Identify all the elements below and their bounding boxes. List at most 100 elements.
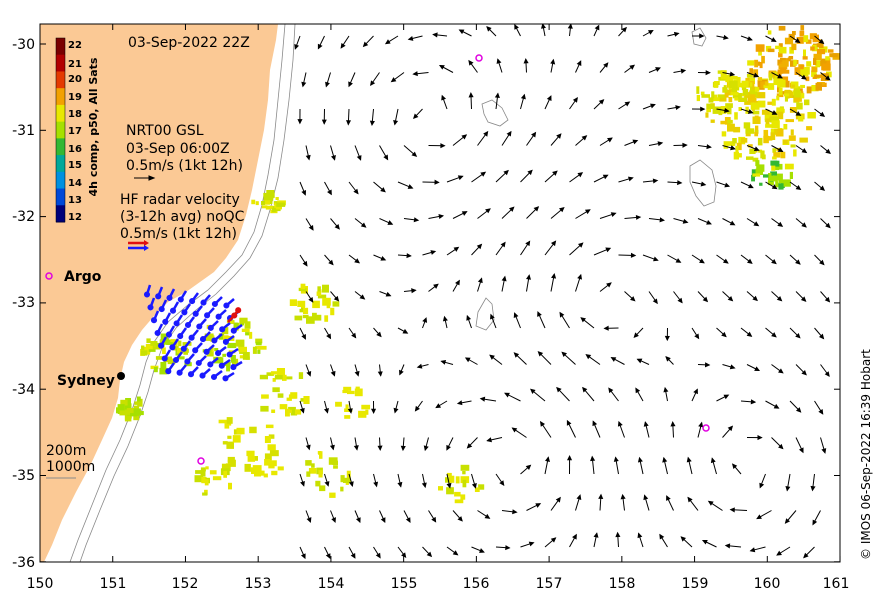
gsl-arrow-head — [581, 135, 588, 141]
sst-pixel — [266, 372, 274, 376]
sst-pixel — [267, 444, 276, 451]
colorbar-segment — [56, 171, 65, 190]
radar-arrow — [154, 323, 164, 337]
sst-pixel — [255, 341, 262, 346]
x-tick-label: 151 — [100, 576, 127, 592]
gsl-arrow-head — [484, 513, 491, 519]
gsl-arrow-head — [513, 312, 519, 318]
sst-pixel — [711, 97, 720, 102]
gsl-arrow-head — [306, 370, 312, 377]
gsl-arrow-head — [531, 131, 537, 138]
gsl-arrow-head — [500, 241, 506, 248]
sst-pixel — [806, 126, 813, 131]
gsl-arrow-head — [362, 41, 369, 48]
gsl-arrow-head — [440, 143, 446, 149]
sst-pixel — [462, 471, 466, 475]
sst-pixel — [178, 356, 185, 360]
sst-pixel — [791, 43, 797, 51]
sst-pixel — [738, 97, 748, 102]
sst-pixel — [209, 346, 214, 353]
radar-arrow — [155, 286, 164, 300]
sst-pixel — [768, 173, 772, 181]
gsl-arrow-head — [421, 482, 427, 489]
sst-pixel — [764, 81, 769, 86]
radar-arrow — [150, 310, 160, 324]
sst-pixel — [272, 387, 280, 393]
sst-pixel — [200, 469, 206, 477]
gsl-arrow-head — [512, 509, 518, 515]
sst-pixel — [306, 316, 315, 324]
gsl-arrow-head — [747, 36, 753, 41]
gsl-arrow-head — [414, 405, 420, 412]
sst-pixel — [455, 476, 460, 484]
gsl-arrow-head — [773, 403, 780, 409]
sst-pixel — [460, 464, 470, 471]
sst-pixel — [204, 479, 209, 486]
sst-pixel — [806, 61, 812, 67]
sst-pixel — [799, 30, 805, 37]
gsl-arrow-head — [552, 170, 558, 176]
sst-pixel — [206, 351, 214, 357]
gsl-arrow-head — [655, 67, 661, 72]
sst-pixel — [777, 111, 784, 120]
sst-pixel — [765, 118, 770, 126]
gsl-arrow-head — [301, 189, 307, 196]
sst-pixel — [254, 470, 261, 477]
sst-pixel — [798, 115, 804, 122]
radar-legend-line3: 0.5m/s (1kt 12h) — [120, 226, 237, 242]
sst-pixel — [820, 58, 829, 65]
sst-pixel — [260, 405, 269, 412]
gsl-arrow-head — [541, 24, 546, 29]
gsl-arrow-head — [825, 222, 831, 229]
gsl-arrow-head — [406, 253, 412, 259]
gsl-arrow-head — [636, 358, 643, 364]
gsl-arrow-head — [331, 517, 336, 523]
gsl-arrow-head — [801, 74, 807, 80]
sst-pixel — [275, 197, 279, 200]
gsl-arrow-head — [621, 26, 627, 33]
gsl-arrow-head — [624, 101, 631, 107]
sst-pixel — [227, 435, 232, 439]
gsl-legend-line2: 03-Sep 06:00Z — [126, 141, 230, 157]
sst-pixel — [780, 67, 787, 72]
gsl-arrow-head — [550, 240, 557, 247]
sst-pixel — [752, 157, 759, 162]
radar-arrow-head — [161, 355, 168, 362]
gsl-arrow-head — [590, 455, 596, 462]
gsl-arrow-head — [606, 282, 612, 288]
radar-arrow — [204, 307, 215, 319]
sst-pixel — [805, 76, 810, 82]
radar-arrow-head — [192, 310, 199, 317]
radar-arrow-head — [155, 293, 162, 300]
gsl-arrow-head — [777, 73, 784, 79]
sst-pixel — [775, 128, 784, 137]
sst-pixel — [760, 81, 765, 89]
sst-pixel — [120, 399, 128, 406]
gsl-arrow-head — [504, 392, 510, 398]
colorbar-segment — [56, 155, 65, 173]
sst-pixel — [252, 346, 257, 354]
gsl-arrow-head — [824, 296, 831, 303]
gsl-arrow-head — [749, 547, 756, 553]
sst-pixel — [268, 465, 275, 469]
gsl-arrow-head — [526, 274, 531, 280]
gsl-arrow-head — [747, 109, 754, 114]
gsl-arrow-head — [630, 296, 636, 302]
gsl-arrow-head — [384, 39, 391, 45]
gsl-arrow-head — [576, 494, 582, 501]
sst-pixel — [811, 44, 818, 52]
gsl-arrow-head — [794, 38, 801, 44]
sst-pixel — [318, 470, 323, 478]
sst-pixel — [226, 363, 230, 372]
gsl-arrow-head — [453, 246, 460, 252]
sst-pixel — [223, 471, 227, 478]
gsl-arrow-head — [594, 24, 600, 31]
gsl-arrow-head — [308, 296, 314, 303]
gsl-arrow-head — [566, 455, 573, 461]
sst-pixel — [813, 53, 822, 61]
sst-pixel — [230, 355, 236, 363]
sst-pixel — [162, 347, 166, 354]
gsl-arrow-head — [380, 517, 386, 524]
gsl-arrow-head — [434, 179, 440, 185]
gsl-arrow-head — [729, 364, 736, 370]
